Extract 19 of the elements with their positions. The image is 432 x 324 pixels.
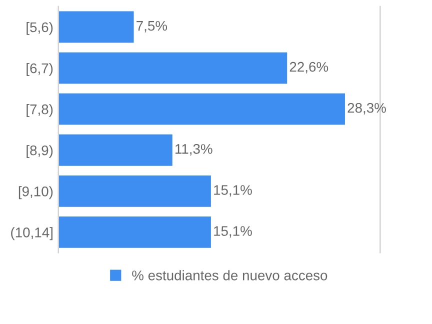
y-tick-label: [9,10)	[18, 186, 53, 200]
bar	[58, 215, 212, 250]
y-tick-label: [6,7)	[26, 63, 53, 76]
bar	[58, 10, 136, 44]
data-label: 15,1%	[214, 226, 252, 238]
bar	[58, 92, 346, 126]
y-tick-label: (10,14]	[11, 227, 52, 240]
y-tick-label: [5,6)	[26, 22, 53, 35]
data-label: 22,6%	[290, 62, 328, 74]
data-label: 28,3%	[348, 102, 386, 114]
bar	[58, 174, 212, 208]
legend-label: % estudiantes de nuevo acceso	[132, 270, 328, 280]
data-label: 11,3%	[176, 144, 212, 156]
y-tick-label: [8,9)	[26, 145, 53, 158]
y-tick-label: [7,8)	[26, 104, 53, 117]
data-label: 7,5%	[136, 20, 168, 32]
data-label: 15,1%	[214, 185, 252, 197]
bar	[58, 50, 288, 86]
bar	[58, 133, 174, 168]
